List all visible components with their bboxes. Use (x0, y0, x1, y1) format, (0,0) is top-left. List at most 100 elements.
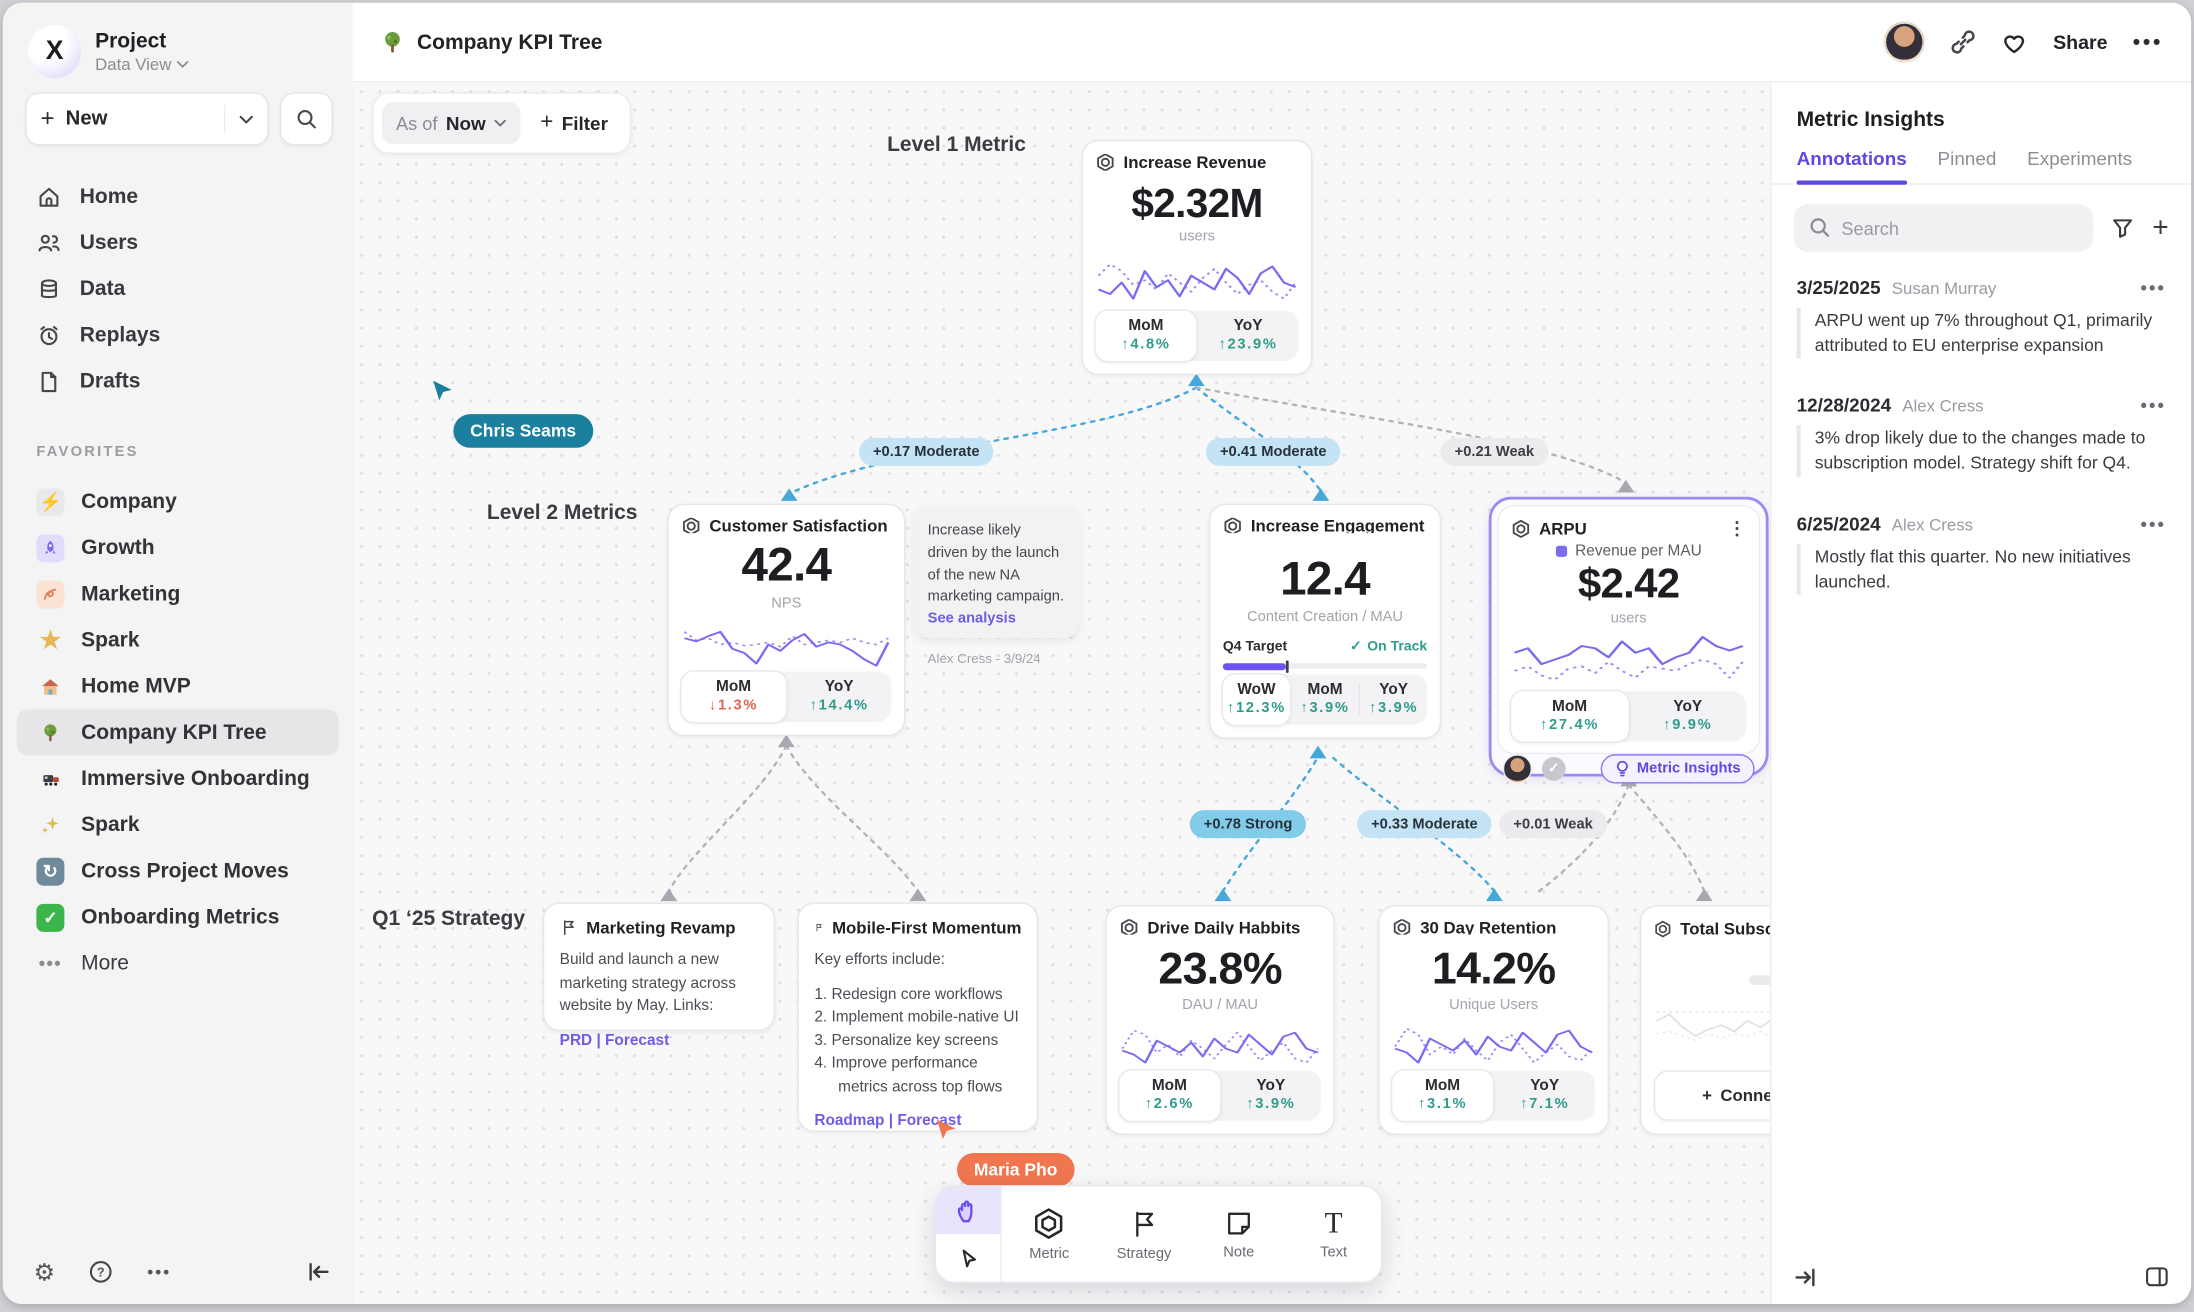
annotation-entry[interactable]: 6/25/2024 Alex Cress ••• Mostly flat thi… (1771, 476, 2191, 595)
favorite-item-immersive-onboarding[interactable]: Immersive Onboarding (17, 756, 339, 802)
canvas-toolbar: Metric Strategy Note T Text (934, 1185, 1383, 1284)
kpi-tree-canvas[interactable]: As of Now + Filter Level 1 Metric Level … (352, 82, 1770, 1305)
project-header[interactable]: X Project Data View (3, 3, 353, 79)
cursor-arrow-icon (961, 1248, 976, 1267)
metric-card-increase-revenue[interactable]: Increase Revenue $2.32M users MoM ↑4.8% … (1081, 139, 1313, 375)
favorite-item-spark[interactable]: ★ Spark (17, 617, 339, 663)
settings-gear-icon[interactable]: ⚙ (33, 1258, 55, 1286)
metric-card-customer-satisfaction[interactable]: Customer Satisfaction 42.4 NPS MoM ↓1.3%… (667, 503, 906, 736)
goal-icon (1224, 517, 1241, 534)
metric-unit: users (1610, 609, 1647, 627)
sidebar-item-drafts[interactable]: Drafts (3, 358, 353, 404)
annotation-menu-icon[interactable]: ••• (2140, 394, 2166, 416)
share-button[interactable]: Share (2053, 30, 2108, 54)
level-2-label: Level 2 Metrics (486, 500, 638, 525)
collapse-sidebar-icon[interactable] (308, 1262, 330, 1282)
sparkline-chart (1097, 263, 1297, 301)
wow-delta: WoW ↑12.3% (1221, 673, 1292, 727)
favorite-item-marketing[interactable]: Marketing (17, 571, 339, 617)
card-menu-kebab-icon[interactable]: ⋮ (1728, 517, 1747, 539)
metric-tool-button[interactable]: Metric (1002, 1187, 1097, 1282)
more-options-icon[interactable]: ••• (147, 1262, 172, 1282)
help-icon[interactable]: ? (88, 1259, 113, 1284)
collapse-panel-icon[interactable] (1794, 1267, 1816, 1287)
search-input[interactable] (1793, 204, 2094, 252)
tab-annotations[interactable]: Annotations (1796, 148, 1907, 185)
add-annotation-icon[interactable]: + (2152, 212, 2169, 244)
annotation-text: Mostly flat this quarter. No new initiat… (1796, 543, 2166, 595)
strategy-card-mobile-first-momentum[interactable]: Mobile-First Momentum Key efforts includ… (797, 902, 1039, 1132)
annotation-menu-icon[interactable]: ••• (2140, 277, 2166, 299)
annotation-entry[interactable]: 3/25/2025 Susan Murray ••• ARPU went up … (1771, 257, 2191, 359)
metric-insights-button[interactable]: Metric Insights (1600, 753, 1755, 783)
plus-icon: + (1702, 1085, 1712, 1106)
see-analysis-link[interactable]: See analysis (927, 610, 1016, 627)
plus-icon: + (40, 104, 55, 131)
new-button[interactable]: + New (25, 92, 269, 146)
favorite-item-spark-2[interactable]: Spark (17, 802, 339, 848)
tab-pinned[interactable]: Pinned (1937, 148, 1997, 170)
copy-link-icon[interactable] (1951, 29, 1976, 54)
favorite-item-company-kpi-tree[interactable]: Company KPI Tree (16, 709, 339, 756)
annotations-search[interactable] (1793, 204, 2094, 252)
metric-card-total-subscriptions[interactable]: Total Subscriptions + Connect (1639, 905, 1770, 1135)
favorite-item-home-mvp[interactable]: Home MVP (17, 663, 339, 709)
metric-card-arpu-selected[interactable]: ARPU ⋮ Revenue per MAU $2.42 users MoM ↑… (1488, 496, 1769, 783)
strategy-list-item: 3. Personalize key screens (814, 1031, 999, 1049)
annotation-menu-icon[interactable]: ••• (2140, 512, 2166, 534)
sidebar-more-button[interactable]: ••• More (17, 940, 339, 986)
cursor-name-tag: Maria Pho (957, 1152, 1075, 1187)
tree-icon (36, 718, 64, 746)
strategy-links[interactable]: PRD | Forecast (559, 1031, 670, 1049)
metric-card-drive-daily-habbits[interactable]: Drive Daily Habbits 23.8% DAU / MAU MoM … (1105, 905, 1335, 1135)
hand-tool-button[interactable] (936, 1186, 1001, 1235)
note-tool-button[interactable]: Note (1191, 1187, 1286, 1282)
mom-delta: MoM ↑27.4% (1509, 689, 1630, 743)
connect-data-button[interactable]: + Connect (1653, 1070, 1770, 1121)
mom-delta: MoM ↑4.8% (1094, 309, 1198, 363)
metric-card-increase-engagement[interactable]: Increase Engagement 12.4 Content Creatio… (1208, 503, 1442, 739)
sidebar-item-replays[interactable]: Replays (3, 312, 353, 358)
sparkline-chart (1121, 1029, 1319, 1064)
split-view-icon[interactable] (2145, 1266, 2169, 1287)
strategy-tool-button[interactable]: Strategy (1097, 1187, 1192, 1282)
more-menu-icon[interactable]: ••• (2132, 30, 2164, 54)
text-tool-button[interactable]: T Text (1320, 1206, 1348, 1261)
search-button[interactable] (279, 92, 334, 146)
filter-funnel-icon[interactable] (2110, 215, 2135, 240)
as-of-selector[interactable]: As of Now (381, 102, 521, 145)
annotation-note-card[interactable]: Increase likely driven by the launch of … (913, 506, 1079, 667)
sidebar-item-users[interactable]: Users (3, 220, 353, 266)
tab-experiments[interactable]: Experiments (2027, 148, 2133, 170)
favorite-item-growth[interactable]: Growth (17, 525, 339, 571)
project-name: Project (95, 29, 167, 54)
favorite-item-onboarding-metrics[interactable]: ✓ Onboarding Metrics (17, 894, 339, 940)
strategy-card-marketing-revamp[interactable]: Marketing Revamp Build and launch a new … (542, 902, 776, 1049)
sparkline-chart (1394, 1027, 1594, 1064)
favorite-item-company[interactable]: ⚡ Company (17, 479, 339, 525)
annotation-entry[interactable]: 12/28/2024 Alex Cress ••• 3% drop likely… (1771, 359, 2191, 477)
tree-icon (385, 31, 400, 52)
favorite-item-cross-project-moves[interactable]: ↻ Cross Project Moves (17, 848, 339, 894)
scribble-icon (36, 579, 65, 608)
goal-icon (1512, 519, 1530, 538)
select-tool-button[interactable] (936, 1234, 1000, 1282)
flag-icon (816, 923, 822, 932)
metric-unit: Unique Users (1449, 996, 1539, 1013)
sidebar-item-data[interactable]: Data (3, 266, 353, 312)
card-title: Marketing Revamp (586, 917, 736, 938)
draft-file-icon (41, 371, 57, 392)
metric-card-30-day-retention[interactable]: 30 Day Retention 14.2% Unique Users MoM … (1378, 905, 1610, 1135)
favorite-heart-icon[interactable] (2001, 30, 2028, 54)
goal-icon (1393, 919, 1411, 936)
add-filter-button[interactable]: + Filter (540, 110, 608, 135)
chevron-down-icon (494, 119, 507, 127)
sidebar-item-home[interactable]: Home (3, 174, 353, 220)
avatar[interactable] (1883, 20, 1926, 63)
project-view-switcher[interactable]: Data View (95, 54, 189, 74)
cursor-pointer-icon (936, 1119, 956, 1140)
train-icon (36, 765, 64, 793)
new-dropdown-chevron[interactable] (223, 104, 253, 133)
strategy-links[interactable]: Roadmap | Forecast (814, 1112, 962, 1130)
